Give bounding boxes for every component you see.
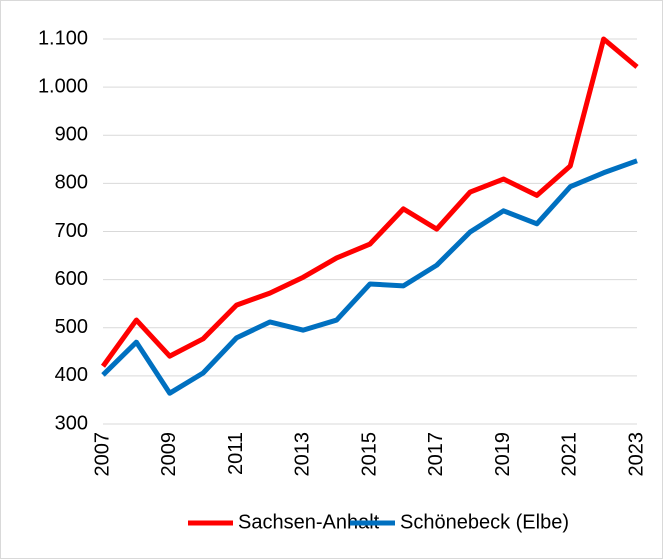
x-tick-label: 2019 bbox=[492, 432, 514, 477]
y-tick-label: 500 bbox=[55, 316, 88, 338]
legend-label: Sachsen-Anhalt bbox=[238, 511, 380, 533]
series-line bbox=[100, 36, 639, 368]
y-tick-label: 600 bbox=[55, 268, 88, 290]
x-tick-label: 2023 bbox=[625, 432, 647, 477]
x-tick-label: 2015 bbox=[358, 432, 380, 477]
y-tick-label: 1.000 bbox=[38, 75, 88, 97]
y-tick-label: 900 bbox=[55, 124, 88, 146]
x-tick-label: 2007 bbox=[91, 432, 113, 477]
y-tick-label: 300 bbox=[55, 412, 88, 434]
x-tick-label: 2013 bbox=[292, 432, 314, 477]
x-tick-label: 2011 bbox=[225, 432, 247, 475]
series-line bbox=[101, 158, 638, 396]
legend-label: Schönebeck (Elbe) bbox=[400, 511, 569, 533]
x-tick-label: 2021 bbox=[559, 432, 581, 477]
x-tick-label: 2009 bbox=[158, 432, 180, 477]
y-tick-label: 700 bbox=[55, 220, 88, 242]
y-tick-label: 1.100 bbox=[38, 27, 88, 49]
y-tick-label: 800 bbox=[55, 172, 88, 194]
x-tick-label: 2017 bbox=[425, 432, 447, 477]
y-tick-label: 400 bbox=[55, 364, 88, 386]
